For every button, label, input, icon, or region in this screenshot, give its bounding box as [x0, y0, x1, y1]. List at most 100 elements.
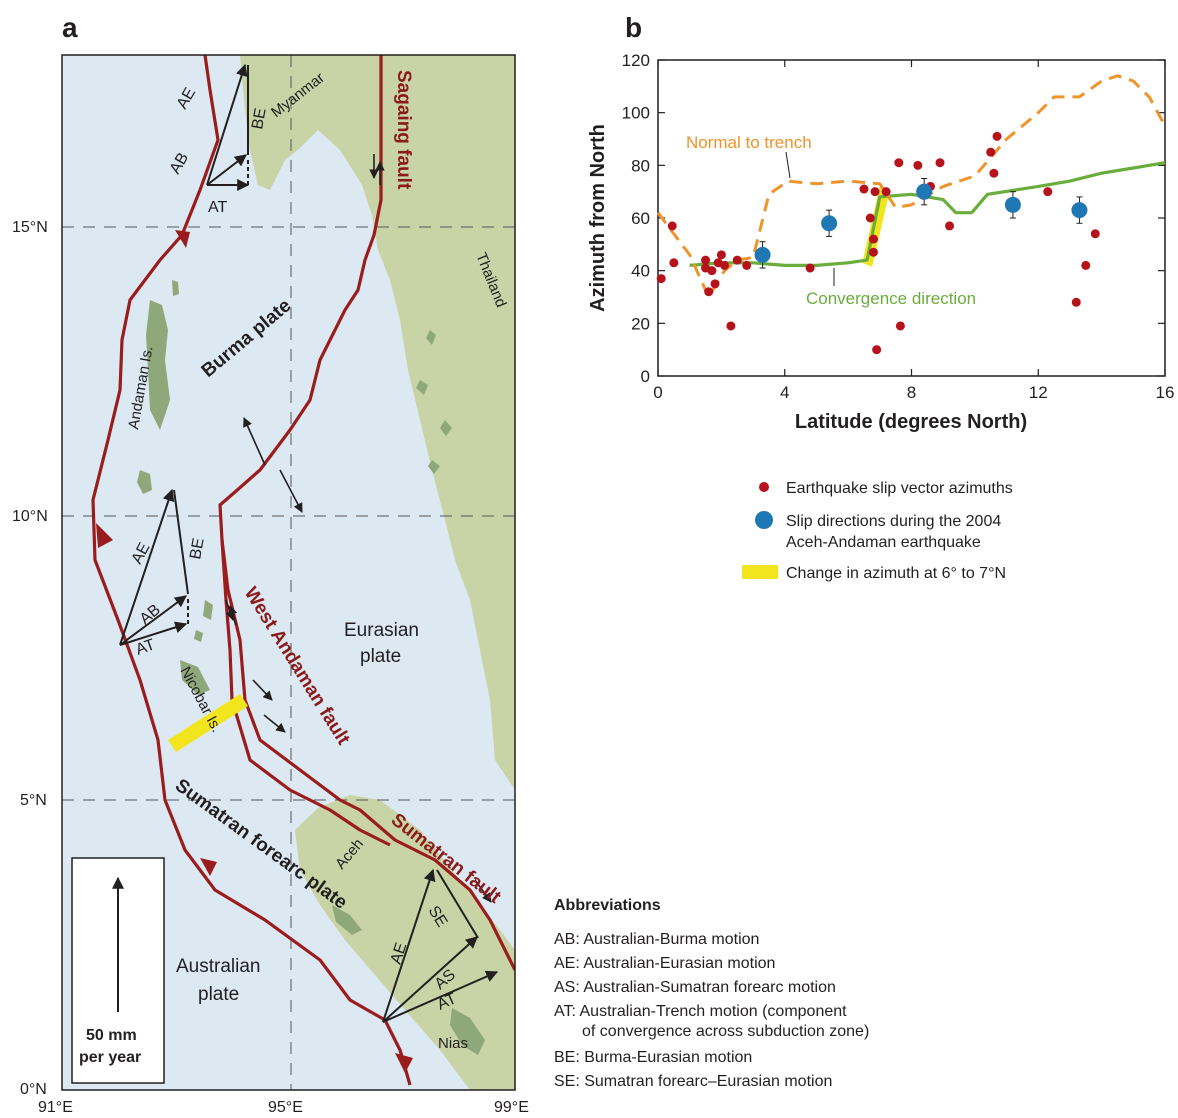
abbr-ae: AE: Australian-Eurasian motion [554, 955, 775, 972]
x-tick-label: 0 [653, 383, 662, 402]
panel-a-label: a [62, 12, 78, 43]
legend-slip-vector-label: Earthquake slip vector azimuths [786, 480, 1013, 497]
scale-label-2: per year [79, 1049, 141, 1066]
legend-slip-vector-marker [759, 482, 769, 492]
convergence-annotation: Convergence direction [806, 289, 976, 308]
slip-vector-point [868, 234, 878, 244]
abbreviations-list: Abbreviations AB: Australian-Burma motio… [554, 897, 869, 1090]
lat-tick-15: 15°N [12, 219, 48, 236]
y-tick-label: 120 [622, 51, 650, 70]
australian-plate-label-1: Australian [176, 956, 261, 977]
chart-series [656, 74, 1167, 355]
normal-to-trench-annotation: Normal to trench [686, 133, 812, 152]
slip-vector-point [859, 184, 869, 194]
slip-vector-point [865, 213, 875, 223]
vector-at-north: AT [208, 199, 227, 216]
andaman-island-1 [146, 300, 170, 430]
map-frame [61, 54, 516, 1091]
slip-vector-point [732, 255, 742, 265]
graticule [62, 55, 515, 1090]
vector-diagram-south [382, 868, 499, 1023]
map-lon-ticks: 91°E 95°E 99°E [38, 1099, 529, 1116]
slip-vector-point [945, 221, 955, 231]
map-lat-ticks: 15°N 10°N 5°N 0°N [12, 219, 48, 1098]
legend-highlight-label: Change in azimuth at 6° to 7°N [786, 565, 1006, 582]
legend-2004-slip-label-1: Slip directions during the 2004 [786, 513, 1001, 530]
normal-to-trench-leader [785, 151, 791, 179]
vector-be-north: BE [249, 107, 269, 131]
slip-vector-point [1090, 229, 1100, 239]
y-tick-label: 80 [631, 156, 650, 175]
abbr-as: AS: Australian-Sumatran forearc motion [554, 979, 836, 996]
y-tick-label: 0 [641, 367, 650, 386]
vector-diagram-middle [119, 488, 189, 646]
nicobar-island-3 [180, 660, 210, 695]
nicobar-island-2 [194, 630, 203, 642]
slip-vector-point [1071, 297, 1081, 307]
slip-vector-point [704, 287, 714, 297]
x-tick-label: 4 [780, 383, 789, 402]
nias-island [450, 1008, 485, 1055]
vector-at-middle: AT [134, 636, 158, 659]
x-tick-label: 12 [1029, 383, 1048, 402]
abbr-at-continued: of convergence across subduction zone) [582, 1023, 869, 1040]
slip-vector-point [868, 247, 878, 257]
sagaing-fault-line [218, 55, 515, 971]
sunda-trench [91, 55, 412, 1086]
mainland-myanmar-thailand [240, 55, 515, 790]
slip-vector-point [716, 250, 726, 260]
legend-2004-slip-label-2: Aceh-Andaman earthquake [786, 534, 981, 551]
abbr-se: SE: Sumatran forearc–Eurasian motion [554, 1073, 832, 1090]
vector-diagram-north [206, 63, 250, 191]
slip-vector-point [872, 345, 882, 355]
y-tick-label: 20 [631, 314, 650, 333]
slip-vector-point [710, 279, 720, 289]
y-tick-label: 60 [631, 209, 650, 228]
eurasian-plate-label-1: Eurasian [344, 620, 419, 641]
lat-tick-0: 0°N [20, 1081, 47, 1098]
andaman-island-3 [172, 280, 179, 296]
y-axis-label: Azimuth from North [587, 124, 609, 312]
map-panel [62, 55, 515, 1090]
sagaing-fault-label: Sagaing fault [393, 70, 414, 190]
andaman-island-2 [137, 470, 152, 494]
slip-vector-point [726, 321, 736, 331]
slip-vector-point [742, 260, 752, 270]
trench-teeth [96, 230, 413, 1073]
y-tick-label: 40 [631, 262, 650, 281]
lat-tick-5: 5°N [20, 792, 47, 809]
azimuth-chart: 0 4 8 12 16 0 20 40 60 80 100 120 Azimuth from Nort… [587, 51, 1174, 433]
y-tick-label: 100 [622, 104, 650, 123]
lon-tick-99: 99°E [494, 1099, 529, 1116]
slip-vector-point [989, 168, 999, 178]
slip-vector-point [720, 260, 730, 270]
slip-vector-point [895, 321, 905, 331]
slip-vector-point [1081, 260, 1091, 270]
normal-to-trench-line [656, 74, 1167, 299]
abbr-be: BE: Burma-Eurasian motion [554, 1049, 752, 1066]
slip-vector-point [707, 266, 717, 276]
lon-tick-95: 95°E [268, 1099, 303, 1116]
slip-vector-point [935, 158, 945, 168]
slip-vector-point [913, 160, 923, 170]
slip-vector-point [701, 255, 711, 265]
slip-vector-point [992, 131, 1002, 141]
slip-vector-point [870, 187, 880, 197]
aceh-andaman-slip-point [1071, 202, 1088, 219]
lon-tick-91: 91°E [38, 1099, 73, 1116]
panel-b-label: b [625, 12, 642, 43]
slip-vector-point [656, 274, 666, 284]
slip-vector-point [894, 158, 904, 168]
slip-vector-point [805, 263, 815, 273]
nias-label: Nias [438, 1035, 468, 1052]
aceh-andaman-slip-point [916, 183, 933, 200]
x-tick-label: 16 [1156, 383, 1175, 402]
vector-be-middle: BE [187, 537, 207, 561]
slip-vector-point [669, 258, 679, 268]
scale-label-1: 50 mm [86, 1027, 137, 1044]
lat-tick-10: 10°N [12, 508, 48, 525]
slip-vector-point [881, 187, 891, 197]
aceh-andaman-slip-point [754, 246, 771, 263]
vector-ae-south: AE [388, 941, 411, 967]
vector-at-south: AT [435, 990, 460, 1013]
